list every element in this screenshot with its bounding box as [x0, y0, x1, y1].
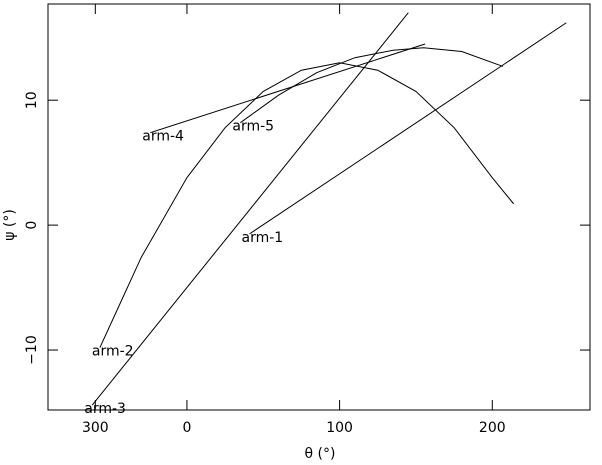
arm-label: arm-1	[242, 230, 284, 246]
x-tick-label: 200	[479, 420, 506, 436]
y-tick-label: −10	[24, 335, 40, 365]
x-tick-label: 100	[326, 420, 353, 436]
arm-line	[150, 43, 426, 134]
plot-frame	[47, 3, 591, 411]
arm-label: arm-4	[142, 129, 184, 145]
arm-label: arm-5	[232, 119, 274, 135]
arm-line	[99, 62, 515, 348]
arm-label: arm-3	[84, 401, 126, 417]
arm-line	[249, 22, 567, 235]
arm-label: arm-2	[92, 344, 134, 360]
y-tick-label: 0	[24, 221, 40, 230]
x-tick-label: 300	[82, 420, 109, 436]
x-tick-label: 0	[182, 420, 191, 436]
y-axis-label: ψ (°)	[2, 209, 18, 241]
x-axis-label: θ (°)	[305, 446, 336, 462]
y-tick-label: 10	[24, 91, 40, 109]
arm-line	[91, 12, 409, 406]
arm-line	[240, 47, 504, 124]
